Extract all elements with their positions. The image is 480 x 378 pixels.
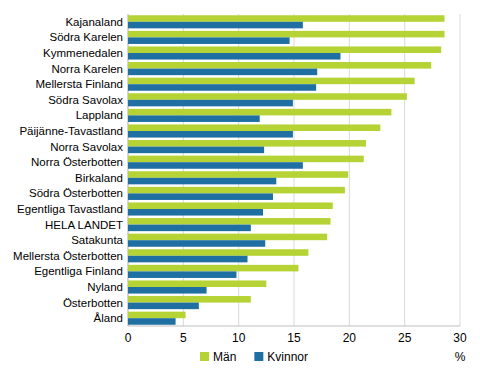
tick-label: 25 [398, 331, 412, 345]
chart: 0 5 10 15 20 25 30 Kajanaland Södra Karelen Kymme… [0, 0, 480, 378]
bar [128, 193, 273, 200]
category-label: Mellersta Finland [35, 78, 123, 90]
bar [128, 140, 366, 147]
bar [128, 15, 445, 22]
grid-line [294, 14, 295, 326]
bar [128, 109, 391, 116]
bar [128, 178, 276, 185]
category-label: Åland [94, 312, 123, 324]
bar [128, 234, 327, 241]
bar [128, 249, 308, 256]
legend-label: Kvinnor [267, 350, 308, 364]
bar [128, 156, 364, 163]
category-label: Södra Savolax [48, 94, 123, 106]
bar [128, 256, 248, 263]
bar [128, 22, 303, 29]
category-label: HELA LANDET [45, 219, 123, 231]
tick-label: 30 [453, 331, 467, 345]
tick-label: 20 [343, 331, 357, 345]
bar [128, 218, 331, 225]
bar [128, 265, 298, 272]
bar [128, 31, 445, 38]
bar [128, 46, 441, 53]
bar [128, 53, 340, 60]
category-label: Satakunta [71, 234, 123, 246]
bar [128, 312, 186, 319]
bar [128, 318, 176, 325]
bar [128, 296, 251, 303]
category-label: Egentliga Tavastland [17, 203, 123, 215]
bar [128, 69, 317, 76]
bar [128, 93, 407, 100]
bar [128, 62, 431, 69]
bar [128, 162, 303, 169]
category-label: Lappland [76, 109, 123, 121]
bar [128, 78, 415, 85]
category-label: Södra Österbotten [29, 187, 123, 199]
category-label: Norra Österbotten [31, 156, 123, 168]
axis-label: % [455, 350, 466, 364]
legend-swatch [200, 352, 209, 361]
grid-line [349, 14, 350, 326]
tick-label: 0 [125, 331, 132, 345]
bar [128, 37, 290, 44]
bar [128, 115, 260, 122]
grid-line [460, 14, 461, 326]
category-label: Österbotten [63, 297, 123, 309]
category-label: Egentliga Finland [34, 265, 123, 277]
bar [128, 225, 251, 232]
bar [128, 147, 264, 154]
category-label: Kajanaland [65, 16, 123, 28]
grid-line [238, 14, 239, 326]
category-label: Päijänne-Tavastland [19, 125, 123, 137]
tick-label: 10 [232, 331, 246, 345]
category-label: Birkaland [75, 172, 123, 184]
bars [128, 15, 445, 325]
bar [128, 240, 265, 247]
axis-line [128, 326, 460, 327]
axis-line [128, 14, 129, 326]
bar [128, 280, 266, 287]
bar [128, 303, 199, 310]
category-label: Nyland [87, 281, 123, 293]
bar [128, 187, 345, 194]
grid-line [128, 14, 129, 326]
bar [128, 84, 316, 91]
category-label: Kymmenedalen [43, 47, 123, 59]
legend-swatch [254, 352, 263, 361]
tick-label: 5 [180, 331, 187, 345]
bar [128, 202, 333, 209]
bar [128, 287, 207, 294]
bar [128, 209, 263, 216]
bar [128, 100, 293, 107]
category-label: Norra Savolax [50, 141, 123, 153]
category-label: Mellersta Österbotten [13, 250, 123, 262]
grid-line [183, 14, 184, 326]
legend-label: Män [213, 350, 236, 364]
bar [128, 131, 293, 138]
bar [128, 171, 348, 178]
bar [128, 124, 380, 131]
category-label: Södra Karelen [49, 31, 123, 43]
category-label: Norra Karelen [51, 63, 123, 75]
grid-line [404, 14, 405, 326]
tick-label: 15 [287, 331, 301, 345]
bar [128, 271, 236, 278]
